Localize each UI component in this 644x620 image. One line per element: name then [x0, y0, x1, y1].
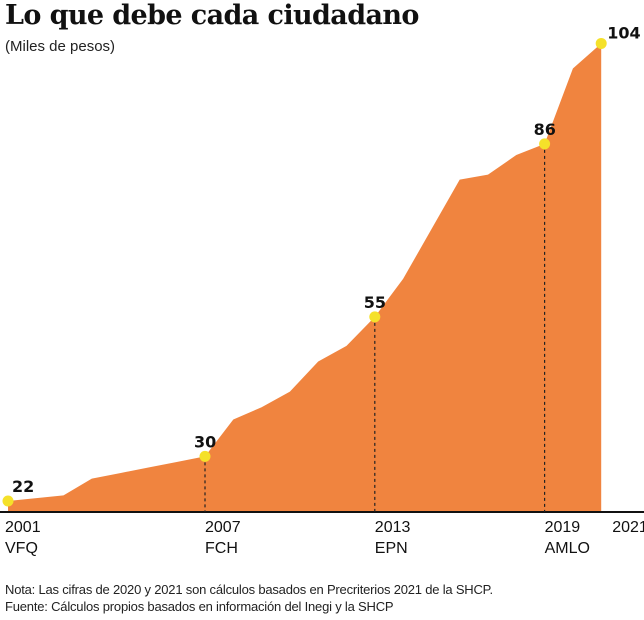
data-label-2019: 86 — [534, 120, 556, 139]
chart-subtitle: (Miles de pesos) — [5, 38, 116, 55]
data-label-2013: 55 — [364, 293, 386, 312]
x-tick-label-2013: 2013 — [375, 519, 411, 536]
highlight-marker-2007 — [199, 450, 211, 462]
x-sub-label-2013: EPN — [375, 540, 408, 557]
data-label-2001: 22 — [12, 477, 34, 496]
highlight-marker-2019 — [539, 138, 551, 150]
x-tick-label-2001: 2001 — [5, 519, 41, 536]
highlight-marker-2013 — [369, 311, 381, 323]
footnotes: Nota: Las cifras de 2020 y 2021 son cálc… — [5, 581, 493, 615]
x-tick-label-2007: 2007 — [205, 519, 241, 536]
x-sub-label-2001: VFQ — [5, 540, 38, 557]
x-sub-label-2007: FCH — [205, 540, 238, 557]
data-label-2007: 30 — [194, 432, 216, 451]
highlight-marker-2021 — [595, 37, 607, 49]
data-label-2021: 104 — [607, 23, 640, 42]
x-tick-label-2019: 2019 — [545, 519, 581, 536]
highlight-marker-2001 — [2, 495, 14, 507]
area-chart: 22 2001 VFQ 30 2007 FCH 55 2013 EPN 86 2019 AMLO 104… — [0, 23, 644, 557]
x-tick-label-2021: 2021 — [612, 519, 644, 536]
note-text: Nota: Las cifras de 2020 y 2021 son cálc… — [5, 582, 493, 597]
chart-title: Lo que debe cada ciudadano — [5, 0, 419, 31]
area-series — [8, 43, 602, 512]
x-sub-label-2019: AMLO — [545, 540, 590, 557]
source-text: Fuente: Cálculos propios basados en info… — [5, 599, 394, 614]
